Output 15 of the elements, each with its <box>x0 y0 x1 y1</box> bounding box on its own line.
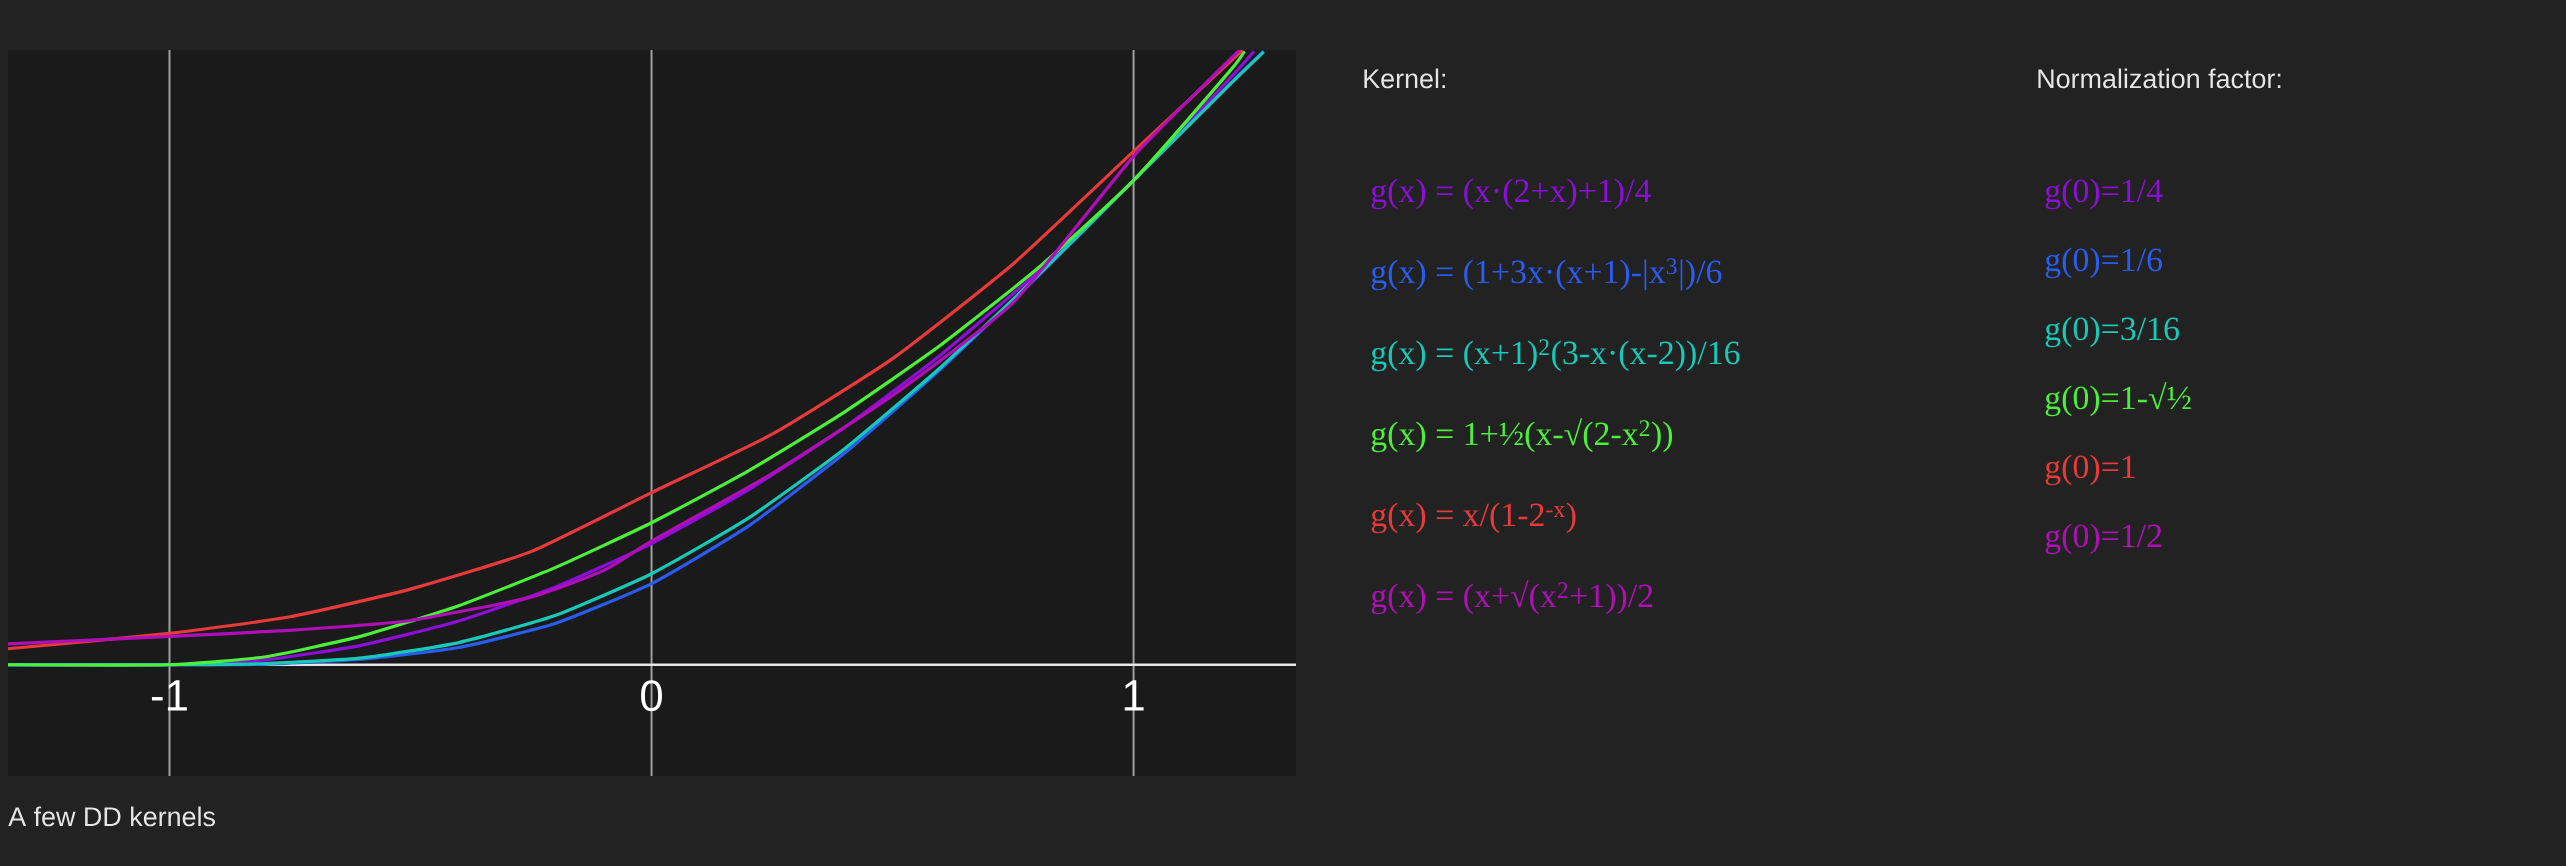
text: Normalization factor: <box>2038 68 2281 89</box>
text: g(0)=1-√½ <box>2045 382 2191 417</box>
text: g(0)=1/4 <box>2045 178 2163 210</box>
text: g(0)=1/2 <box>2045 523 2162 555</box>
text: g(x) = (1+3x·(x+1)-|x$^{3}$|)/6 <box>1371 258 1722 291</box>
legend-title: Kernel: <box>1364 68 1445 89</box>
text: g(0)=1/6 <box>2045 247 2163 279</box>
text: g(x) = 1+½(x-√(2-x$^{2}$)) <box>1371 418 1673 453</box>
text: g(x) = (x+1)$^{2}$(3-x·(x-2))/16 <box>1371 339 1740 372</box>
text: g(0)=3/16 <box>2045 316 2179 348</box>
text: g(0)=1 <box>2045 454 2135 486</box>
text: g(x) = x/(1-2$^{-x}$) <box>1371 502 1576 534</box>
text: A few DD kernels <box>8 806 215 827</box>
text: g(x) = (x·(2+x)+1)/4 <box>1371 178 1651 210</box>
text: g(x) = (x+√(x$^{2}$+1))/2 <box>1371 580 1653 615</box>
